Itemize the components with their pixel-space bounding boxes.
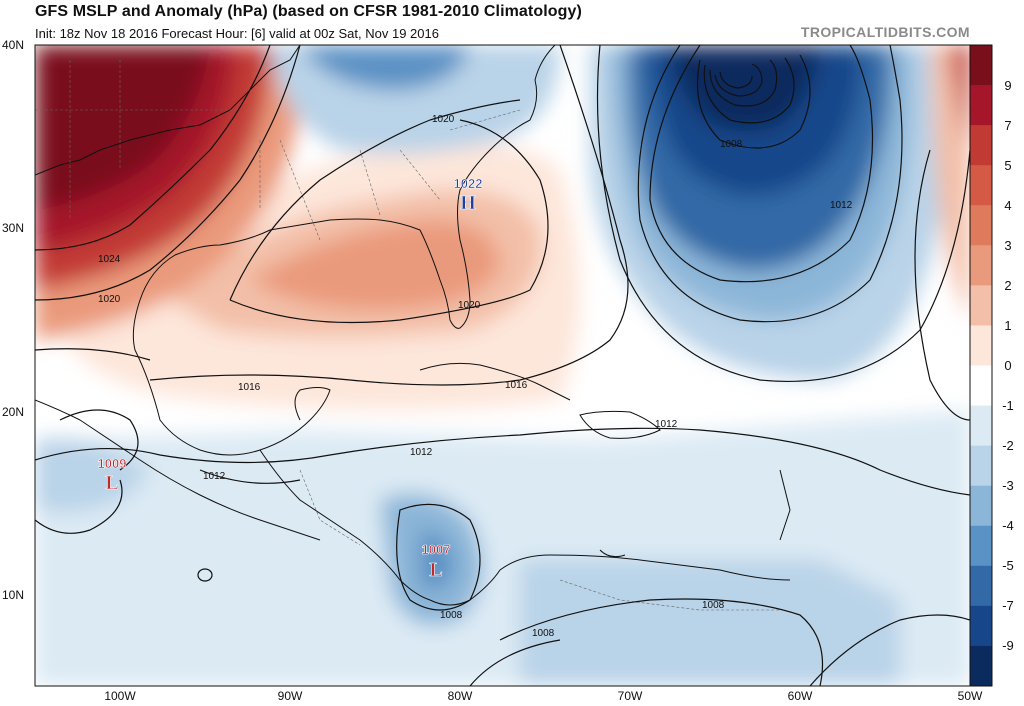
low-pressure-symbol: L [429,559,442,581]
high-pressure-value: 1022 [454,176,483,191]
colorbar-label: 5 [1004,158,1012,173]
political-borders [35,60,780,611]
colorbar-swatch [970,645,992,687]
colorbar-swatch [970,205,992,246]
pressure-centers: 1022 H 1009 L 1007 L [97,176,483,582]
colorbar-swatch [970,125,992,166]
isobar-label: 1012 [203,471,226,482]
low-pressure-value: 1009 [98,456,127,471]
lon-label-50w: 50W [957,689,983,703]
lon-label-100w: 100W [104,689,136,703]
colorbar-swatch [970,485,992,527]
colorbar-swatch [970,85,992,126]
isobar-label: 1020 [432,114,455,125]
colorbar-label: 0 [1004,358,1012,373]
colorbar-label: 9 [1004,78,1012,93]
colorbar-label: 2 [1004,278,1012,293]
colorbar-swatch [970,565,992,607]
colorbar-label: 4 [1004,198,1012,213]
isobar-labels: 1024 1020 1020 1020 1016 1016 1012 1012 … [98,114,853,639]
isobar-label: 1016 [238,382,261,393]
colorbar-swatch [970,605,992,647]
lat-label-30n: 30N [2,221,25,235]
colorbar-swatch [970,445,992,487]
colorbar-swatch [970,405,992,447]
coastlines [35,45,791,606]
isobar-label: 1008 [720,139,743,150]
colorbar-label: -3 [1002,478,1014,493]
colorbar-frame [969,44,993,687]
colorbar-label: -1 [1002,398,1014,413]
colorbar-label: 7 [1004,118,1012,133]
lat-label-10n: 10N [2,588,25,602]
lon-label-80w: 80W [447,689,473,703]
isobars [35,45,970,686]
lat-label-40n: 40N [2,38,25,52]
colorbar-swatch [970,325,992,366]
chart-title: GFS MSLP and Anomaly (hPa) (based on CFS… [35,3,582,20]
colorbar-swatch [970,245,992,286]
low-pressure-value: 1007 [422,542,451,557]
anomaly-colorbar [969,44,993,687]
isobar-label: 1008 [440,610,463,621]
isobar-label: 1008 [702,600,725,611]
forecast-info: Init: 18z Nov 18 2016 Forecast Hour: [6]… [35,26,439,41]
isobar-label: 1016 [505,380,528,391]
lon-label-90w: 90W [277,689,303,703]
colorbar-swatch [970,165,992,206]
colorbar-label: -7 [1002,598,1014,613]
colorbar-swatch [970,365,992,407]
lat-label-20n: 20N [2,405,25,419]
isobar-label: 1024 [98,254,121,265]
colorbar-label: -2 [1002,438,1014,453]
colorbar-swatch [970,45,992,86]
colorbar-label: -4 [1002,518,1014,533]
colorbar-swatch [970,285,992,326]
isobar-label: 1008 [532,628,555,639]
lon-label-70w: 70W [617,689,643,703]
site-watermark: TROPICALTIDBITS.COM [800,24,970,40]
colorbar-swatch [970,525,992,567]
isobar-label: 1012 [830,200,853,211]
isobar-label: 1012 [410,447,433,458]
isobar-label: 1020 [98,294,121,305]
colorbar-label: -9 [1002,638,1014,653]
isobar-label: 1020 [458,300,481,311]
low-pressure-symbol: L [105,472,118,494]
colorbar-label: 1 [1004,318,1012,333]
colorbar-label: 3 [1004,238,1012,253]
anomaly-field [35,45,970,686]
colorbar-label: -5 [1002,558,1014,573]
lon-label-60w: 60W [787,689,813,703]
high-pressure-symbol: H [460,192,476,214]
isobar-label: 1012 [655,419,678,430]
